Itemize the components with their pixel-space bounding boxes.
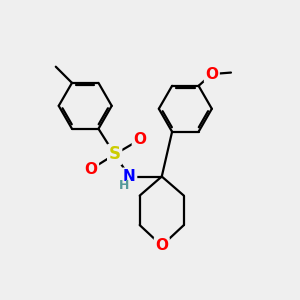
Text: O: O: [205, 67, 218, 82]
Text: O: O: [133, 132, 146, 147]
Text: H: H: [119, 179, 129, 192]
Text: O: O: [155, 238, 168, 253]
Text: O: O: [85, 162, 98, 177]
Text: N: N: [123, 169, 136, 184]
Text: S: S: [109, 146, 121, 164]
